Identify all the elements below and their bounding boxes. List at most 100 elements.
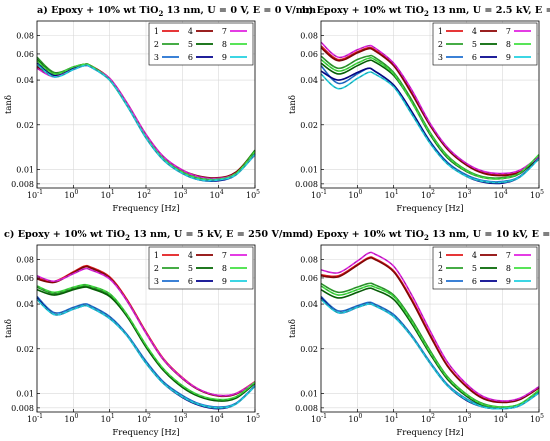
y-tick-label: 0.02 [300,345,318,354]
x-tick-label: 105 [530,189,544,200]
legend-label-8: 8 [506,40,511,49]
y-tick-label: 0.04 [300,300,318,309]
x-tick-label: 103 [173,189,187,200]
series-fit-line-9 [320,299,540,410]
y-tick-label: 0.06 [300,274,318,283]
y-tick-label: 0.008 [295,404,318,413]
legend-label-6: 6 [472,53,477,62]
x-axis-label: Frequency [Hz] [396,428,463,438]
legend-label-9: 9 [222,53,227,62]
y-tick-label: 0.04 [16,76,34,85]
x-tick-label: 105 [530,413,544,424]
y-tick-label: 0.06 [300,50,318,59]
x-tick-label: 10-1 [311,413,327,424]
legend: 1 4 7 2 5 8 3 6 9 [432,22,538,66]
legend: 1 4 7 2 5 8 3 6 9 [432,246,538,290]
legend-label-5: 5 [188,40,193,49]
x-tick-label: 100 [64,413,78,424]
legend-label-5: 5 [472,264,477,273]
x-tick-label: 100 [348,189,362,200]
x-tick-label: 105 [246,413,260,424]
series-fit-line-9 [36,299,256,409]
y-tick-label: 0.08 [16,31,34,40]
chart-panel-d: 10-1 100 101 102 103 104 105 0.008 0.01 0.02 0.04 0… [288,229,550,438]
y-tick-label: 0.008 [11,180,34,189]
y-tick-label: 0.06 [16,274,34,283]
y-axis-label: tanδ [4,319,14,338]
legend-label-9: 9 [222,277,227,286]
series-fit-line-3 [320,296,540,409]
chart-panel-b: 10-1 100 101 102 103 104 105 0.008 0.01 0.02 0.04 0… [288,5,550,214]
legend-label-4: 4 [472,27,477,36]
x-tick-label: 101 [101,189,115,200]
x-tick-label: 10-1 [311,189,327,200]
x-tick-label: 100 [348,413,362,424]
series-line-9 [320,71,540,184]
legend-label-6: 6 [188,53,193,62]
legend-label-7: 7 [222,27,227,36]
chart-title: c) Epoxy + 10% wt TiO2 13 nm, U = 5 kV, … [4,229,303,242]
y-axis-label: tanδ [4,95,14,114]
y-axis-label: tanδ [288,95,298,114]
series-fit-line-8 [320,285,540,408]
legend: 1 4 7 2 5 8 3 6 9 [148,246,254,290]
y-tick-label: 0.08 [300,31,318,40]
legend-label-2: 2 [438,40,443,49]
legend-label-4: 4 [188,251,193,260]
x-tick-label: 10-1 [27,189,43,200]
x-tick-label: 103 [173,413,187,424]
y-tick-label: 0.008 [11,404,34,413]
grid-lines [36,21,256,188]
legend-label-7: 7 [222,251,227,260]
chart-title: b) Epoxy + 10% wt TiO2 13 nm, U = 2.5 kV… [302,5,550,18]
x-tick-label: 102 [421,189,435,200]
series-line-7 [320,251,540,402]
legend: 1 4 7 2 5 8 3 6 9 [148,22,254,66]
x-tick-label: 105 [246,189,260,200]
legend-label-4: 4 [188,27,193,36]
y-tick-label: 0.08 [16,255,34,264]
legend-label-7: 7 [506,251,511,260]
x-tick-label: 103 [457,189,471,200]
series-fit-line-5 [320,287,540,409]
y-tick-label: 0.06 [16,50,34,59]
x-tick-label: 104 [210,189,224,200]
legend-label-1: 1 [154,27,159,36]
y-tick-label: 0.04 [16,300,34,309]
y-tick-label: 0.04 [300,76,318,85]
series-lines [320,251,540,410]
series-fit-line-7 [36,268,256,396]
series-fit-line-2 [320,55,540,179]
y-tick-label: 0.02 [300,121,318,130]
legend-label-2: 2 [154,40,159,49]
legend-label-3: 3 [438,53,443,62]
legend-label-3: 3 [154,53,159,62]
series-fit-line-7 [36,65,256,179]
x-tick-label: 104 [494,413,508,424]
series-fit-line-8 [320,57,540,180]
legend-label-3: 3 [438,277,443,286]
series-lines [36,264,256,410]
y-tick-label: 0.02 [16,345,34,354]
x-tick-label: 103 [457,413,471,424]
legend-label-2: 2 [154,264,159,273]
series-fit-line-6 [36,297,256,409]
legend-label-1: 1 [438,251,443,260]
legend-label-3: 3 [154,277,159,286]
x-axis-label: Frequency [Hz] [112,204,179,214]
series-fit-line-8 [36,284,256,400]
legend-label-8: 8 [222,40,227,49]
legend-label-7: 7 [506,27,511,36]
series-fit-line-4 [320,47,540,176]
x-tick-label: 104 [494,189,508,200]
legend-label-9: 9 [506,277,511,286]
y-axis-label: tanδ [288,319,298,338]
x-tick-label: 10-1 [27,413,43,424]
legend-label-1: 1 [438,27,443,36]
legend-label-8: 8 [222,264,227,273]
legend-label-1: 1 [154,251,159,260]
y-tick-label: 0.01 [300,165,318,174]
y-tick-label: 0.02 [16,121,34,130]
legend-label-5: 5 [188,264,193,273]
